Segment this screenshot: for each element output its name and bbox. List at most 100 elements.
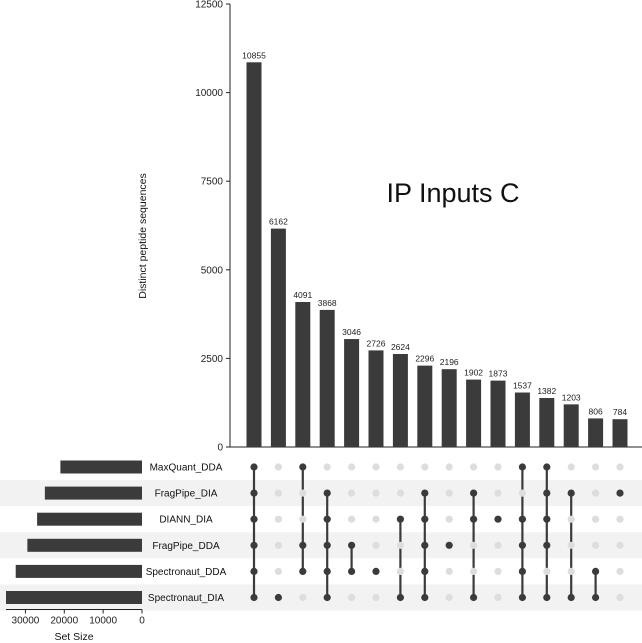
bar-label-0: 10855 bbox=[242, 50, 266, 60]
matrix-dot-11-2 bbox=[518, 515, 527, 523]
bar-label-3: 3868 bbox=[318, 298, 337, 308]
matrix-dot-15-1 bbox=[616, 489, 624, 497]
matrix-dot-7-4 bbox=[421, 567, 429, 576]
bar-label-9: 1902 bbox=[464, 368, 483, 378]
intersection-bars bbox=[246, 62, 628, 448]
bar-12 bbox=[539, 398, 555, 447]
set-label-Spectronaut_DIA: Spectronaut_DIA bbox=[148, 593, 224, 604]
matrix-dot-15-0 bbox=[616, 463, 624, 471]
matrix-dot-11-5 bbox=[518, 593, 527, 602]
set-size-axis: 30000 20000 10000 0 bbox=[6, 609, 145, 627]
matrix-dot-8-0 bbox=[445, 463, 453, 471]
set-tick-label-0: 0 bbox=[139, 616, 145, 627]
chart-title: IP Inputs C bbox=[386, 178, 519, 208]
y-tick-label-7500: 7500 bbox=[201, 177, 224, 188]
bar-label-1: 6162 bbox=[269, 217, 288, 227]
matrix-dot-3-1 bbox=[323, 489, 331, 497]
y-axis-title: Distinct peptide sequences bbox=[137, 173, 149, 299]
matrix-dot-11-3 bbox=[518, 541, 527, 549]
matrix-dot-14-0 bbox=[592, 463, 600, 471]
matrix-dot-3-4 bbox=[323, 567, 331, 576]
matrix-dot-6-3 bbox=[396, 541, 404, 549]
set-bar-FragPipe_DIA bbox=[44, 486, 142, 500]
matrix-dot-12-5 bbox=[543, 593, 551, 602]
matrix-dot-1-3 bbox=[274, 541, 282, 549]
matrix-dot-12-4 bbox=[543, 567, 551, 576]
matrix-dot-15-4 bbox=[616, 567, 624, 576]
matrix-dot-12-3 bbox=[543, 541, 551, 549]
bar-label-8: 2196 bbox=[440, 357, 459, 367]
y-tick-label-2500: 2500 bbox=[201, 354, 224, 365]
bar-label-10: 1873 bbox=[489, 369, 508, 379]
matrix-dot-0-3 bbox=[250, 541, 258, 549]
matrix-dot-8-3 bbox=[445, 541, 453, 549]
matrix-dot-12-1 bbox=[543, 489, 551, 497]
matrix-dot-3-5 bbox=[323, 593, 331, 602]
matrix-dot-15-3 bbox=[616, 541, 624, 549]
matrix-dot-12-0 bbox=[543, 463, 551, 471]
matrix-dot-5-1 bbox=[372, 489, 380, 497]
matrix-dot-8-1 bbox=[445, 489, 453, 497]
matrix-dot-7-2 bbox=[421, 515, 429, 523]
matrix-dot-5-4 bbox=[372, 567, 380, 576]
bar-label-4: 3046 bbox=[342, 327, 361, 337]
matrix-dot-3-2 bbox=[323, 515, 331, 523]
matrix-dot-13-3 bbox=[567, 541, 575, 549]
matrix-dot-6-1 bbox=[396, 489, 404, 497]
matrix-dot-9-2 bbox=[470, 515, 478, 523]
matrix-dot-8-5 bbox=[445, 593, 453, 602]
bar-label-14: 806 bbox=[589, 406, 603, 416]
matrix-dot-11-1 bbox=[518, 489, 527, 497]
matrix-dot-0-5 bbox=[250, 593, 258, 602]
bar-label-6: 2624 bbox=[391, 342, 410, 352]
bar-2 bbox=[295, 302, 311, 447]
matrix-dot-1-1 bbox=[274, 489, 282, 497]
matrix-dot-9-4 bbox=[470, 567, 478, 576]
bar-1 bbox=[270, 228, 286, 447]
y-tick-label-10000: 10000 bbox=[195, 88, 223, 99]
matrix-dot-6-0 bbox=[396, 463, 404, 471]
y-tick-label-0: 0 bbox=[217, 443, 223, 454]
set-label-FragPipe_DIA: FragPipe_DIA bbox=[155, 489, 218, 500]
matrix-dot-8-4 bbox=[445, 567, 453, 576]
matrix-dot-4-3 bbox=[348, 541, 356, 549]
matrix-dot-13-2 bbox=[567, 515, 575, 523]
matrix-dot-14-4 bbox=[592, 567, 600, 576]
bar-10 bbox=[490, 380, 506, 447]
bar-3 bbox=[319, 309, 335, 447]
matrix-dot-12-2 bbox=[543, 515, 551, 523]
matrix-dot-2-4 bbox=[299, 567, 307, 576]
matrix-dot-14-5 bbox=[592, 593, 600, 602]
set-bar-Spectronaut_DDA bbox=[15, 564, 142, 578]
matrix-dot-0-1 bbox=[250, 489, 258, 497]
matrix-dot-6-4 bbox=[396, 567, 404, 576]
bar-8 bbox=[441, 369, 457, 447]
set-bar-MaxQuant_DDA bbox=[60, 460, 142, 474]
set-tick-label-30000: 30000 bbox=[12, 616, 40, 627]
set-tick-label-10000: 10000 bbox=[89, 616, 117, 627]
matrix-dot-15-5 bbox=[616, 593, 624, 602]
matrix-dot-2-5 bbox=[299, 593, 307, 602]
intersection-matrix bbox=[250, 463, 624, 602]
matrix-dot-13-1 bbox=[567, 489, 575, 497]
matrix-dot-13-4 bbox=[567, 567, 575, 576]
bar-label-13: 1203 bbox=[562, 392, 581, 402]
matrix-dot-9-3 bbox=[470, 541, 478, 549]
matrix-dot-2-0 bbox=[299, 463, 307, 471]
matrix-dot-10-4 bbox=[494, 567, 502, 576]
matrix-row-stripes bbox=[0, 480, 642, 611]
matrix-dot-9-5 bbox=[470, 593, 478, 602]
matrix-dot-1-4 bbox=[274, 567, 282, 576]
matrix-dot-10-3 bbox=[494, 541, 502, 549]
intersection-bar-labels: 10855 6162 4091 3868 3046 2726 2624 2296 2196 190… bbox=[242, 50, 627, 417]
matrix-dot-10-2 bbox=[494, 515, 502, 523]
matrix-dot-4-1 bbox=[348, 489, 356, 497]
bar-11 bbox=[514, 392, 530, 447]
matrix-dot-5-5 bbox=[372, 593, 380, 602]
bar-label-12: 1382 bbox=[537, 386, 556, 396]
matrix-dot-4-0 bbox=[348, 463, 356, 471]
bar-label-11: 1537 bbox=[513, 381, 532, 391]
matrix-dot-11-4 bbox=[518, 567, 527, 576]
matrix-dot-4-5 bbox=[348, 593, 356, 602]
